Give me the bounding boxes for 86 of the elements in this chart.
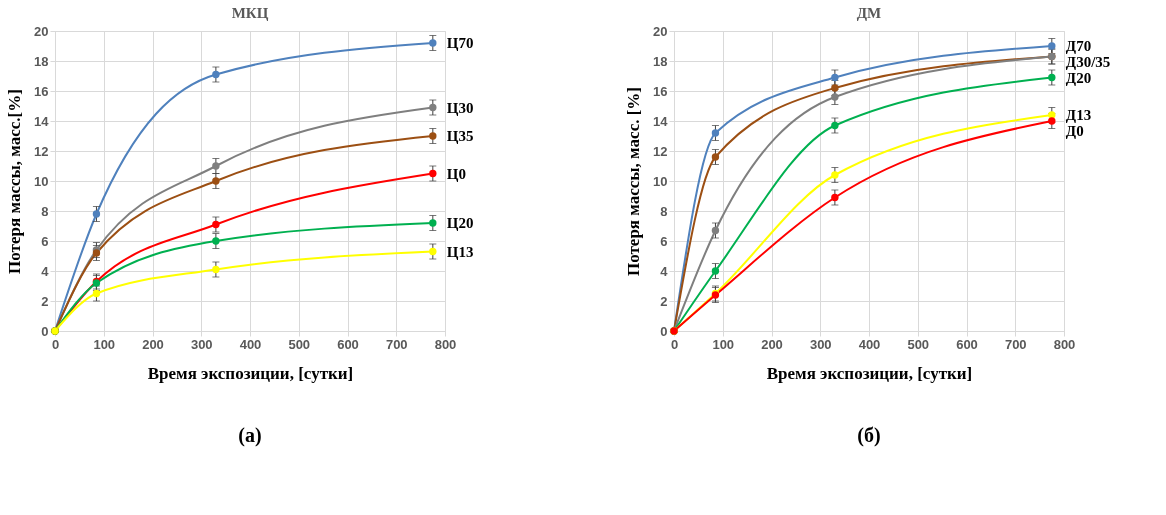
series-label: Ц70 [446, 35, 474, 51]
series-label: Д0 [1065, 123, 1084, 139]
point [429, 219, 437, 227]
x-tick-label: 300 [809, 336, 832, 352]
point [212, 177, 220, 185]
x-tick-label: 700 [1004, 336, 1027, 352]
y-tick-label: 20 [653, 23, 668, 39]
point [429, 247, 437, 256]
x-tick-label: 0 [51, 336, 60, 352]
x-tick-label: 800 [434, 336, 457, 352]
point [831, 171, 839, 179]
y-tick-label: 14 [34, 113, 50, 129]
point [1048, 42, 1056, 50]
point [212, 265, 220, 274]
y-tick-label: 2 [660, 293, 668, 309]
point [429, 103, 437, 112]
chart-title: ДМ [856, 5, 882, 21]
series-label: Д30/35 [1065, 54, 1111, 70]
chart-title: МКЦ [231, 5, 269, 21]
series-label: Д13 [1065, 107, 1092, 123]
x-tick-label: 200 [142, 336, 164, 352]
x-tick-label: 400 [858, 336, 881, 352]
x-tick-label: 800 [1053, 336, 1076, 352]
y-axis-title: Потеря массы, масс. [%] [624, 86, 644, 277]
point [212, 237, 220, 245]
point [212, 162, 220, 170]
y-tick-label: 12 [653, 143, 668, 159]
point [1048, 73, 1056, 82]
y-tick-label: 0 [41, 323, 49, 339]
point [831, 193, 839, 202]
y-tick-label: 2 [41, 293, 49, 309]
series-label: Ц13 [446, 243, 474, 260]
x-tick-label: 200 [761, 336, 783, 352]
y-tick-label: 4 [41, 263, 50, 279]
point [831, 93, 839, 101]
y-tick-label: 6 [41, 233, 49, 249]
y-tick-label: 18 [34, 53, 49, 69]
series-label: Ц0 [446, 165, 466, 182]
y-tick-label: 10 [653, 173, 668, 189]
point [1048, 117, 1056, 125]
point [831, 73, 839, 82]
x-tick-label: 400 [239, 336, 262, 352]
x-tick-label: 500 [288, 336, 311, 352]
x-tick-label: 500 [907, 336, 930, 352]
point [92, 210, 101, 218]
y-tick-label: 16 [653, 83, 668, 99]
x-tick-label: 300 [190, 336, 213, 352]
x-tick-label: 100 [712, 336, 735, 352]
point [212, 220, 220, 229]
x-tick-label: 600 [956, 336, 978, 352]
point [711, 226, 720, 235]
y-tick-label: 20 [34, 23, 49, 39]
x-tick-label: 700 [385, 336, 408, 352]
point [92, 289, 101, 298]
point [831, 84, 839, 92]
series-label: Ц20 [446, 215, 474, 231]
point [711, 267, 720, 275]
x-tick-label: 600 [337, 336, 359, 352]
y-tick-label: 18 [653, 53, 668, 69]
y-tick-label: 14 [653, 113, 669, 129]
y-tick-label: 6 [660, 233, 668, 249]
point [429, 39, 437, 47]
text: (а) [238, 424, 262, 447]
y-tick-label: 12 [34, 143, 49, 159]
y-axis-title: Потеря массы, масс.[%] [5, 89, 25, 274]
y-tick-label: 8 [41, 203, 49, 219]
series-label: Д20 [1065, 70, 1092, 86]
y-tick-label: 16 [34, 83, 49, 99]
x-tick-label: 0 [670, 336, 679, 352]
point [831, 121, 839, 130]
y-tick-label: 0 [660, 323, 668, 339]
series-label: Ц30 [446, 99, 474, 116]
text: (б) [857, 424, 881, 447]
x-axis-title: Время экспозиции, [сутки] [766, 363, 973, 383]
series-label: Д70 [1065, 38, 1092, 54]
x-axis-title: Время экспозиции, [сутки] [147, 363, 354, 383]
x-tick-label: 100 [93, 336, 116, 352]
series-label: Ц35 [446, 128, 474, 144]
point [212, 70, 220, 79]
y-tick-label: 8 [660, 203, 668, 219]
y-tick-label: 10 [34, 173, 49, 189]
point [711, 153, 720, 161]
point [429, 132, 437, 140]
y-tick-label: 4 [660, 263, 669, 279]
point [429, 169, 437, 178]
point [711, 129, 720, 137]
